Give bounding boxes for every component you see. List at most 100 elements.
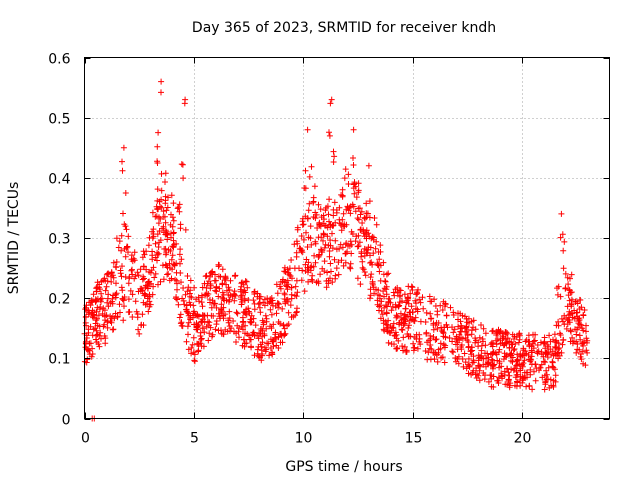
data-point <box>125 233 132 240</box>
data-point <box>218 330 225 337</box>
data-point <box>525 356 532 363</box>
data-point <box>208 304 215 311</box>
data-point <box>215 273 222 280</box>
data-point <box>293 253 300 260</box>
data-point <box>177 270 184 276</box>
x-tick-label: 10 <box>295 431 313 447</box>
data-point <box>396 293 403 300</box>
data-point <box>294 224 301 231</box>
data-point <box>187 277 194 284</box>
data-point <box>483 363 489 370</box>
data-point <box>361 245 368 252</box>
data-point <box>395 337 402 344</box>
data-point <box>464 337 471 344</box>
data-point <box>184 309 191 315</box>
data-point <box>321 268 328 275</box>
data-point <box>388 341 395 347</box>
data-point <box>239 292 245 299</box>
data-point <box>114 313 121 320</box>
data-point <box>583 322 589 329</box>
data-point <box>95 312 102 319</box>
data-point <box>376 307 382 314</box>
data-point <box>264 295 271 302</box>
data-point <box>348 250 355 257</box>
data-point <box>277 279 284 285</box>
data-point <box>399 327 406 333</box>
data-point <box>149 209 156 216</box>
data-point <box>274 290 281 297</box>
data-point <box>305 207 312 214</box>
data-point <box>312 238 319 245</box>
data-point <box>382 318 389 325</box>
data-point <box>211 277 218 284</box>
data-point <box>522 338 529 345</box>
data-point <box>360 226 367 233</box>
data-point <box>511 333 518 340</box>
data-point <box>270 302 276 309</box>
data-point <box>473 337 479 344</box>
data-point <box>342 259 349 266</box>
data-point <box>455 310 461 317</box>
data-point <box>209 333 215 340</box>
data-point <box>490 327 496 334</box>
data-point <box>176 251 183 258</box>
data-point <box>358 253 365 260</box>
data-point <box>221 277 228 284</box>
data-point <box>188 350 195 357</box>
data-point <box>560 247 567 254</box>
y-tick-label: 0.3 <box>48 232 70 248</box>
data-point <box>288 284 295 291</box>
data-point <box>531 368 537 375</box>
data-point <box>294 289 301 296</box>
data-point <box>242 278 249 285</box>
data-point <box>145 279 152 286</box>
data-point <box>407 290 414 297</box>
data-point <box>584 349 591 356</box>
data-point <box>427 310 434 317</box>
data-point <box>328 268 334 275</box>
data-point <box>542 345 549 352</box>
data-point <box>119 167 126 174</box>
data-point <box>396 302 403 309</box>
data-point <box>501 368 508 375</box>
data-point <box>177 320 184 327</box>
data-point <box>312 259 319 266</box>
data-point <box>108 273 114 280</box>
data-point <box>513 368 520 375</box>
data-point <box>277 285 284 292</box>
data-point <box>187 312 194 319</box>
data-point <box>574 346 581 353</box>
data-point <box>171 261 178 268</box>
data-point <box>277 339 284 346</box>
data-point <box>118 273 125 280</box>
data-point <box>468 318 475 325</box>
data-point <box>526 382 533 389</box>
data-point <box>339 192 346 199</box>
data-point <box>273 342 280 349</box>
data-point <box>379 311 386 318</box>
data-point <box>527 366 534 373</box>
data-point <box>383 310 390 317</box>
data-point <box>557 293 564 300</box>
data-point <box>508 366 515 373</box>
data-point <box>371 290 378 297</box>
data-point <box>362 272 369 279</box>
data-point <box>138 322 144 329</box>
data-point <box>154 143 161 150</box>
data-point <box>409 284 416 291</box>
data-point <box>583 347 590 354</box>
data-point <box>478 355 485 362</box>
data-point <box>434 311 441 318</box>
data-point <box>174 286 180 293</box>
data-point <box>321 258 328 265</box>
x-tick-label: 20 <box>514 431 532 447</box>
data-point <box>178 279 184 286</box>
data-point <box>97 304 104 310</box>
data-point <box>103 283 110 290</box>
data-point <box>365 162 372 169</box>
data-point <box>449 324 455 331</box>
data-point <box>430 320 437 327</box>
data-point <box>182 96 189 103</box>
data-point <box>504 335 511 342</box>
data-point <box>465 370 472 377</box>
